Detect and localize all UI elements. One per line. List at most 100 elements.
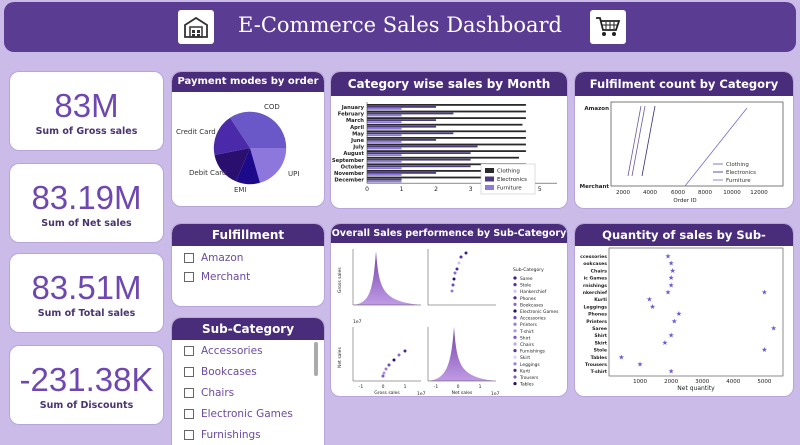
slicer-item-accessories[interactable]: Accessories [184, 345, 312, 357]
y-tick: Tables [591, 355, 608, 361]
legend-entry: Shirt [520, 335, 531, 341]
legend-entry: Furniture [497, 186, 522, 192]
scatter-point [450, 289, 454, 293]
scrollbar[interactable] [314, 342, 318, 376]
x-tick: 1 [404, 384, 407, 390]
y-axis-label-bottom: Net sales [337, 347, 343, 368]
scatter-point [453, 271, 457, 275]
month-label: September [332, 158, 365, 164]
bar-electronics [367, 172, 437, 174]
month-label: July [352, 145, 364, 151]
checkbox[interactable] [184, 388, 194, 398]
legend-entry: Accessories [520, 316, 546, 322]
bar-clothing [367, 150, 526, 152]
x-tick: 0 [382, 384, 385, 390]
legend-entry: Stole [520, 283, 531, 289]
pie-slice-emi[interactable] [236, 148, 260, 185]
x-tick: 0 [365, 186, 369, 193]
legend-entry: Leggings [520, 362, 540, 368]
bar-clothing [367, 123, 523, 126]
y-tick: Phones [588, 312, 607, 318]
bar-clothing [367, 170, 526, 172]
slicer-item-chairs[interactable]: Chairs [184, 387, 312, 399]
pie-label-debit-card: Debit Card [189, 169, 226, 177]
month-label: January [341, 105, 365, 111]
exp-label: 1e7 [353, 319, 362, 325]
checkbox[interactable] [184, 430, 194, 440]
svg-text:Electronics: Electronics [726, 170, 756, 176]
x-tick: 2000 [664, 379, 678, 385]
legend-entry: Bookcases [520, 302, 544, 308]
month-label: May [352, 131, 365, 137]
pie-label-cod: COD [264, 103, 280, 111]
y-tick: ookcases [583, 261, 607, 267]
month-label: February [338, 112, 365, 118]
x-tick: 12000 [750, 190, 768, 196]
bar-clothing [367, 110, 526, 113]
panel-title: Fulfilment count by Category [575, 72, 793, 96]
scatter-point: ★ [670, 267, 676, 275]
legend-entry: Printers [520, 322, 538, 328]
scatter-point [387, 363, 391, 367]
slicer-item-merchant[interactable]: Merchant [184, 271, 312, 283]
y-axis-label-top: Gross sales [337, 267, 343, 293]
scatter-point [403, 349, 407, 353]
month-label: December [334, 178, 364, 184]
bar-electronics [367, 139, 437, 141]
bar-clothing [367, 137, 526, 139]
slicer-item-electronic-games[interactable]: Electronic Games [184, 408, 312, 420]
subcategory-slicer: Sub-Category Accessories Bookcases Chair… [172, 318, 324, 445]
kpi-label: Sum of Total sales [37, 308, 136, 319]
pie-label-upi: UPI [288, 170, 299, 178]
bar-electronics [367, 132, 454, 135]
pie-slice-cod[interactable] [230, 111, 287, 148]
bar-clothing [367, 104, 526, 106]
checkbox[interactable] [184, 367, 194, 377]
month-label: April [350, 125, 364, 131]
x-tick: 6000 [671, 190, 685, 196]
legend-entry: Clothing [497, 169, 520, 175]
legend-entry: Furnishings [520, 349, 546, 355]
kpi-gross-sales: 83M Sum of Gross sales [10, 72, 163, 150]
bar-electronics [367, 165, 471, 168]
scatter-point: ★ [668, 274, 674, 282]
bar-electronics [367, 152, 471, 154]
pairplot-chart: Gross sales Net sales 1e7 1e7 1e7 -1 0 1… [337, 249, 559, 396]
y-tick: rnishings [583, 283, 607, 289]
fulfilment-count-panel: Fulfilment count by Category Amazon Merc… [575, 72, 793, 208]
bar-furniture [367, 134, 402, 137]
scatter-point: ★ [668, 260, 674, 268]
bar-furniture [367, 147, 402, 150]
x-tick: 5000 [757, 379, 771, 385]
legend-entry: Kurti [520, 368, 530, 374]
series-line-clothing-2 [631, 105, 646, 177]
slicer-item-amazon[interactable]: Amazon [184, 252, 312, 264]
scatter-point [381, 374, 385, 378]
pie-slice-upi[interactable] [250, 148, 287, 183]
legend-entry: Chairs [520, 342, 535, 348]
warehouse-icon [178, 10, 214, 44]
bar-furniture [367, 174, 402, 176]
slicer-item-furnishings[interactable]: Furnishings [184, 429, 312, 441]
month-label: March [346, 118, 364, 124]
header-bar: E-Commerce Sales Dashboard [4, 2, 796, 52]
scatter-point: ★ [671, 317, 677, 325]
bar-clothing [367, 117, 526, 119]
checkbox[interactable] [184, 272, 194, 282]
checkbox[interactable] [184, 409, 194, 419]
checkbox[interactable] [184, 253, 194, 263]
pie-slice-debit-card[interactable] [214, 148, 251, 182]
x-tick: 4000 [726, 379, 740, 385]
panel-title: Payment modes by order ID [172, 72, 324, 107]
fulfilment-count-chart: Amazon Merchant 2000 4000 6000 8000 1000… [580, 101, 784, 204]
slicer-item-bookcases[interactable]: Bookcases [184, 366, 312, 378]
kde-net [428, 327, 496, 381]
x-tick: 1000 [633, 379, 647, 385]
pie-slice-credit-card[interactable] [213, 117, 250, 155]
kpi-label: Sum of Gross sales [35, 126, 138, 137]
checkbox[interactable] [184, 346, 194, 356]
month-label: August [343, 151, 364, 157]
legend-entry: Tables [519, 382, 534, 388]
kpi-total-sales: 83.51M Sum of Total sales [10, 254, 163, 332]
pie-label-credit-card: Credit Card [176, 128, 216, 136]
